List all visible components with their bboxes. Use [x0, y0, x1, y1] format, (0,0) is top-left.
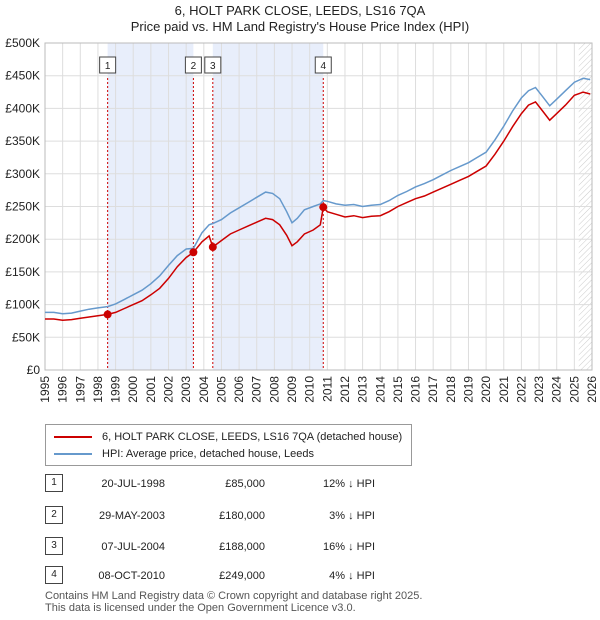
sale-badge: 2 [45, 506, 63, 524]
sale-price: £249,000 [219, 570, 265, 582]
sale-price: £188,000 [219, 541, 265, 553]
chart-title-line1: 6, HOLT PARK CLOSE, LEEDS, LS16 7QA [174, 3, 426, 18]
x-tick-label: 2014 [373, 376, 387, 403]
property-price-line [45, 91, 591, 322]
sale-3-label: 3 [210, 61, 216, 72]
x-tick-label: 2016 [409, 376, 423, 403]
x-tick-label: 1997 [73, 376, 87, 403]
x-tick-label: 2000 [126, 376, 140, 403]
x-tick-label: 2004 [197, 376, 211, 403]
sale-price: £85,000 [225, 478, 265, 490]
sale-hpi-diff: 12% ↓ HPI [323, 478, 375, 490]
y-tick-label: £50K [12, 330, 40, 344]
legend: 6, HOLT PARK CLOSE, LEEDS, LS16 7QA (det… [45, 424, 412, 466]
footer-licence: This data is licensed under the Open Gov… [45, 602, 356, 614]
sale-4-label-box [314, 56, 332, 74]
sale-1-point [103, 310, 112, 319]
sale-badge: 3 [45, 537, 63, 555]
x-tick-label: 2025 [567, 376, 581, 403]
plot-frame [44, 42, 593, 371]
x-tick-label: 2009 [285, 376, 299, 403]
price-chart: £0 £50K £100K £150K £200K £250K £300K £350K £400… [5, 36, 599, 403]
chart-title-line2: Price paid vs. HM Land Registry's House … [130, 19, 470, 34]
y-tick-label: £400K [5, 101, 40, 115]
x-tick-label: 2026 [585, 376, 599, 403]
sale-1-label: 1 [105, 61, 111, 72]
x-tick-label: 2002 [162, 376, 176, 403]
legend-item-property: 6, HOLT PARK CLOSE, LEEDS, LS16 7QA (det… [54, 430, 404, 444]
sale-date: 08-OCT-2010 [98, 570, 165, 582]
footer-copyright: Contains HM Land Registry data © Crown c… [45, 590, 423, 602]
x-tick-label: 2006 [232, 376, 246, 403]
x-tick-label: 1998 [91, 376, 105, 403]
sale-date: 20-JUL-1998 [101, 478, 165, 490]
x-tick-label: 1995 [38, 376, 52, 403]
y-tick-label: £300K [5, 167, 40, 181]
sale-badge: 4 [45, 566, 63, 584]
sale-1-label-box [99, 56, 117, 74]
sale-hpi-diff: 4% ↓ HPI [329, 570, 375, 582]
legend-swatch-property [54, 436, 92, 438]
sale-hpi-diff: 16% ↓ HPI [323, 541, 375, 553]
sale-hpi-diff: 3% ↓ HPI [329, 510, 375, 522]
sale-4-label: 4 [320, 61, 326, 72]
sale-date: 29-MAY-2003 [98, 510, 165, 522]
x-tick-label: 2007 [250, 376, 264, 403]
x-tick-label: 2022 [514, 376, 528, 403]
hpi-line [45, 77, 591, 315]
y-tick-label: £100K [5, 298, 40, 312]
sale-2-point [189, 248, 198, 257]
y-tick-label: £500K [5, 36, 40, 50]
x-tick-label: 2012 [338, 376, 352, 403]
x-tick-label: 2020 [479, 376, 493, 403]
sale-badge: 1 [45, 474, 63, 492]
x-tick-label: 2024 [550, 376, 564, 403]
x-tick-label: 1999 [109, 376, 123, 403]
x-tick-label: 2008 [267, 376, 281, 403]
x-tick-label: 2001 [144, 376, 158, 403]
sale-date: 07-JUL-2004 [101, 541, 165, 553]
x-tick-label: 2017 [426, 376, 440, 403]
x-tick-label: 2023 [532, 376, 546, 403]
sale-price: £180,000 [219, 510, 265, 522]
x-tick-label: 2021 [497, 376, 511, 403]
y-tick-label: £150K [5, 265, 40, 279]
x-tick-label: 2015 [391, 376, 405, 403]
x-tick-label: 2018 [444, 376, 458, 403]
y-tick-label: £350K [5, 134, 40, 148]
y-tick-label: £250K [5, 200, 40, 214]
sale-3-point [208, 243, 217, 252]
y-tick-label: £200K [5, 232, 40, 246]
x-tick-label: 2019 [461, 376, 475, 403]
legend-label-property: 6, HOLT PARK CLOSE, LEEDS, LS16 7QA (det… [102, 431, 403, 443]
x-tick-label: 2011 [320, 376, 334, 402]
sale-3-label-box [204, 56, 222, 74]
x-tick-label: 2005 [214, 376, 228, 403]
sale-2-label-box [184, 56, 202, 74]
y-tick-label: £450K [5, 69, 40, 83]
legend-item-hpi: HPI: Average price, detached house, Leed… [54, 447, 404, 461]
x-tick-label: 2013 [356, 376, 370, 403]
x-tick-label: 2010 [303, 376, 317, 403]
legend-swatch-hpi [54, 453, 92, 455]
x-tick-label: 1996 [56, 376, 70, 403]
legend-label-hpi: HPI: Average price, detached house, Leed… [102, 448, 314, 460]
y-tick-label: £0 [27, 363, 41, 377]
sale-2-label: 2 [191, 61, 197, 72]
x-tick-label: 2003 [179, 376, 193, 403]
sale-4-point [319, 203, 328, 212]
